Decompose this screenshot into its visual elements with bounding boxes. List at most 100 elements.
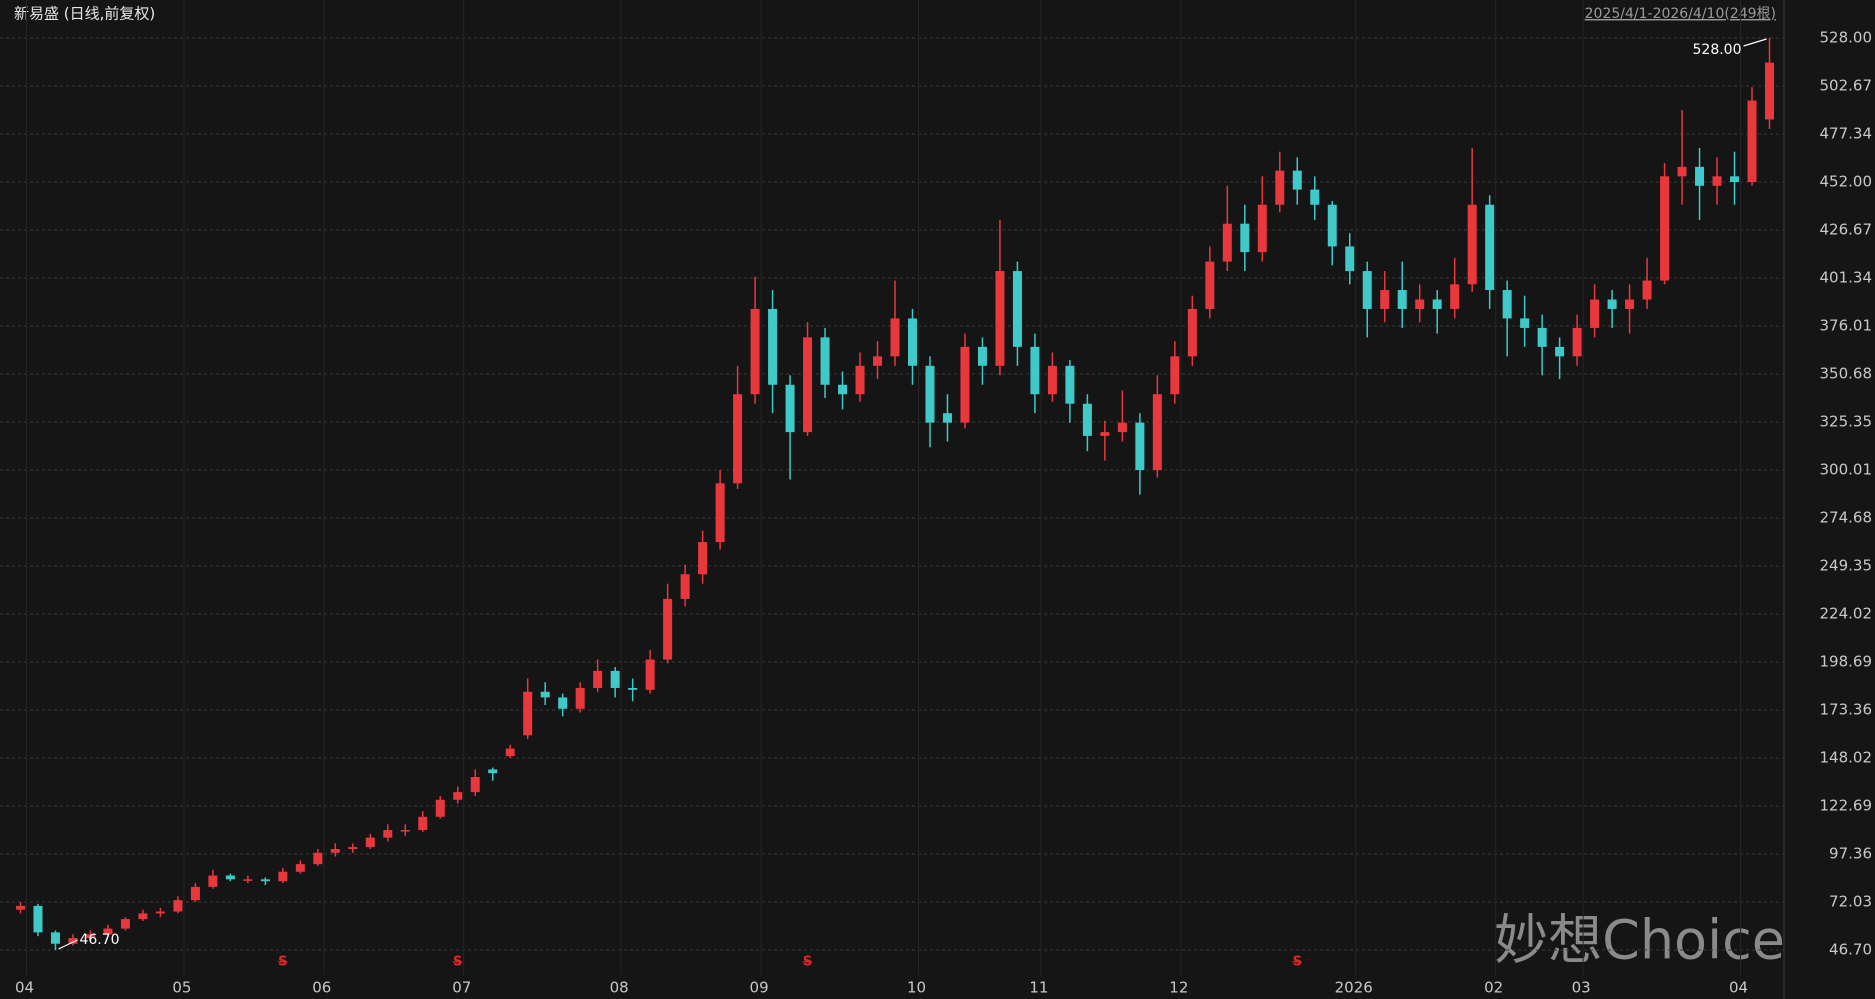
candle-body [470, 776, 480, 793]
x-tick-label: 08 [610, 979, 629, 997]
candle-body [488, 769, 498, 774]
candle-body [190, 886, 200, 901]
candle-body [1642, 280, 1652, 300]
candle-body [418, 816, 428, 831]
candle-body [698, 542, 708, 575]
y-tick-label: 173.36 [1820, 700, 1873, 718]
candle-body [977, 346, 987, 366]
candle-body [1660, 176, 1670, 281]
y-tick-label: 325.35 [1820, 412, 1873, 430]
candle-body [225, 875, 235, 880]
candle-body [575, 687, 585, 709]
candle-body [523, 691, 533, 736]
candle-body [1362, 271, 1372, 309]
candle-body [348, 847, 358, 850]
candle-body [103, 928, 113, 935]
y-tick-label: 274.68 [1820, 509, 1873, 527]
candle-body [1607, 299, 1617, 309]
candle-body [1310, 189, 1320, 205]
x-tick-label: 10 [907, 979, 926, 997]
y-tick-label: 300.01 [1820, 461, 1873, 479]
candle-body [1502, 290, 1512, 319]
candle-body [1695, 166, 1705, 186]
candle-body [1082, 403, 1092, 436]
candle-body [1135, 422, 1145, 471]
annotation-arrow [1743, 38, 1767, 47]
candle-body [995, 271, 1005, 366]
candle-body [1275, 170, 1285, 205]
candle-body [1485, 204, 1495, 291]
x-tick-label: 11 [1029, 979, 1048, 997]
event-marker: S [1293, 955, 1302, 970]
event-marker: S [453, 955, 462, 970]
candle-body [1765, 62, 1775, 120]
candle-body [820, 337, 830, 385]
candle-body [1117, 422, 1127, 433]
candle-body [645, 659, 655, 690]
y-tick-label: 528.00 [1820, 29, 1873, 47]
candle-body [593, 670, 603, 688]
candle-body [453, 792, 463, 800]
x-tick-label: 02 [1484, 979, 1503, 997]
y-tick-label: 477.34 [1820, 124, 1873, 142]
candle-body [1397, 290, 1407, 309]
candle-body [1222, 223, 1232, 262]
candle-body [50, 932, 60, 944]
candle-body [1100, 432, 1110, 436]
candle-body [855, 365, 865, 395]
candle-body [68, 938, 78, 944]
x-tick-label: 12 [1169, 979, 1188, 997]
candle-body [628, 687, 638, 690]
candle-body [1170, 356, 1180, 395]
candle-body [313, 852, 323, 865]
candle-body [750, 308, 760, 395]
y-tick-label: 97.36 [1829, 845, 1872, 863]
y-tick-label: 46.70 [1829, 941, 1872, 959]
y-tick-label: 376.01 [1820, 317, 1873, 335]
candle-body [400, 830, 410, 832]
x-tick-label: 07 [452, 979, 471, 997]
candle-body [120, 919, 130, 929]
candle-body [365, 837, 375, 848]
candle-body [243, 879, 253, 881]
candle-body [1380, 290, 1390, 309]
event-marker: S [278, 955, 287, 970]
candle-body [768, 308, 778, 385]
y-tick-label: 452.00 [1820, 173, 1873, 191]
candle-body [1520, 318, 1530, 328]
candle-body [873, 356, 883, 366]
candle-body [1345, 246, 1355, 272]
candle-body [890, 318, 900, 357]
candle-body [1555, 346, 1565, 357]
candle-body [942, 413, 952, 423]
candle-body [15, 905, 25, 910]
candle-body [208, 875, 218, 887]
candle-body [715, 483, 725, 543]
y-tick-label: 502.67 [1820, 76, 1873, 94]
y-tick-label: 198.69 [1820, 652, 1873, 670]
candle-body [733, 394, 743, 484]
candle-body [1152, 394, 1162, 471]
x-tick-label: 2026 [1335, 979, 1373, 997]
annotation-arrow [58, 939, 78, 950]
candle-body [383, 830, 393, 838]
candle-body [610, 670, 620, 688]
candle-body [803, 337, 813, 433]
x-tick-label: 03 [1572, 979, 1591, 997]
candle-body [1205, 261, 1215, 309]
candle-body [925, 365, 935, 423]
candle-body [260, 879, 270, 882]
range-text[interactable]: 2025/4/1-2026/4/10(249根) [1585, 6, 1776, 22]
candle-body [1012, 271, 1022, 347]
x-tick-label: 04 [15, 979, 34, 997]
candle-body [33, 905, 43, 933]
candle-body [1240, 223, 1250, 253]
candle-body [1747, 100, 1757, 183]
candle-body [138, 913, 148, 920]
candle-body [1467, 204, 1477, 285]
candle-body [1625, 299, 1635, 309]
y-tick-label: 350.68 [1820, 364, 1873, 382]
candle-body [155, 911, 165, 914]
low-label: 46.70 [79, 932, 119, 948]
